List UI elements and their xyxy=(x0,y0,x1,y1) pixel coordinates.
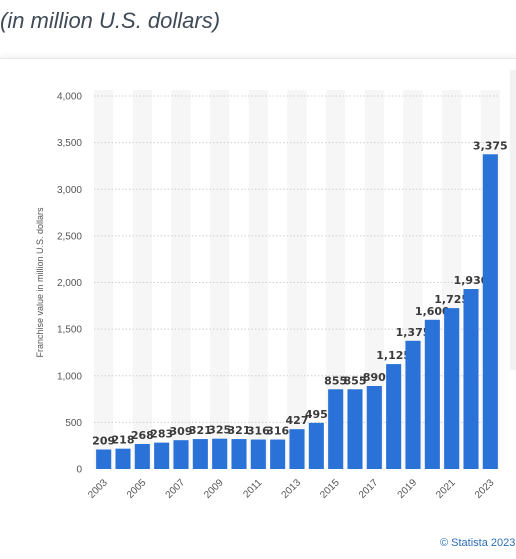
bar xyxy=(212,438,228,469)
bar xyxy=(308,422,324,469)
y-tick-label: 4,000 xyxy=(57,92,82,103)
bar xyxy=(96,449,112,469)
bar xyxy=(366,386,382,469)
bar xyxy=(154,442,170,469)
background-band xyxy=(171,90,191,469)
bar-value-label: 309 xyxy=(170,425,193,438)
bar-value-label: 1,930 xyxy=(454,274,489,287)
bar xyxy=(424,319,440,469)
y-tick-label: 2,000 xyxy=(57,278,82,289)
background-band xyxy=(210,90,230,469)
bar xyxy=(231,439,247,469)
bar xyxy=(482,154,498,469)
bar-value-label: 321 xyxy=(189,424,212,437)
bar xyxy=(405,340,421,469)
side-panel-edge xyxy=(510,70,516,370)
bar xyxy=(173,440,189,469)
bar-value-label: 321 xyxy=(228,424,251,437)
x-tick-label: 2017 xyxy=(357,477,381,501)
x-tick-label: 2007 xyxy=(164,477,188,501)
bar xyxy=(463,289,479,469)
bar-value-label: 855 xyxy=(344,374,367,387)
x-tick-label: 2009 xyxy=(202,477,226,501)
bar xyxy=(328,389,344,469)
bar-value-label: 427 xyxy=(286,414,309,427)
bar xyxy=(270,439,286,469)
bar-value-label: 3,375 xyxy=(473,139,508,152)
bar-value-label: 1,600 xyxy=(415,305,450,318)
background-band xyxy=(248,90,268,469)
bar-value-label: 316 xyxy=(266,425,289,438)
background-band xyxy=(326,90,346,469)
x-tick-label: 2019 xyxy=(396,477,420,501)
x-tick-label: 2015 xyxy=(318,477,342,501)
background-band xyxy=(94,90,114,469)
x-tick-label: 2023 xyxy=(473,477,497,501)
x-tick-label: 2021 xyxy=(434,477,458,501)
y-tick-label: 0 xyxy=(76,465,82,476)
background-band xyxy=(364,90,384,469)
bar-value-label: 283 xyxy=(150,428,173,441)
bar-value-label: 325 xyxy=(208,424,231,437)
bar-value-label: 316 xyxy=(247,425,270,438)
x-tick-label: 2005 xyxy=(125,477,149,501)
y-tick-label: 1,000 xyxy=(57,371,82,382)
y-tick-label: 500 xyxy=(65,418,82,429)
bar xyxy=(444,308,460,469)
y-tick-label: 2,500 xyxy=(57,231,82,242)
bar-value-label: 1,725 xyxy=(434,293,469,306)
background-band xyxy=(132,90,152,469)
bar xyxy=(134,444,150,469)
chart-subtitle: (in million U.S. dollars) xyxy=(0,8,221,33)
page-header: (in million U.S. dollars) xyxy=(0,0,516,56)
bar xyxy=(192,439,208,469)
bar-value-label: 218 xyxy=(112,434,135,447)
bar-value-label: 268 xyxy=(131,429,154,442)
y-tick-label: 3,500 xyxy=(57,138,82,149)
statista-credit[interactable]: © Statista 2023 xyxy=(440,537,516,549)
x-tick-label: 2013 xyxy=(280,477,304,501)
x-tick-label: 2011 xyxy=(241,477,264,500)
bar xyxy=(115,448,131,469)
bar xyxy=(347,389,363,469)
x-tick-label: 2003 xyxy=(86,477,110,501)
bar-value-label: 1,375 xyxy=(396,326,431,339)
bar-value-label: 209 xyxy=(92,435,115,448)
y-tick-label: 3,000 xyxy=(57,185,82,196)
bar-value-label: 495 xyxy=(305,408,328,421)
y-axis-label: Franchise value in million U.S. dollars xyxy=(35,207,45,358)
bar xyxy=(289,429,305,469)
background-band xyxy=(287,90,307,469)
bar xyxy=(386,364,402,469)
bar xyxy=(250,439,266,469)
bar-value-label: 1,125 xyxy=(376,349,411,362)
bar-value-label: 855 xyxy=(324,374,347,387)
bar-value-label: 890 xyxy=(363,371,386,384)
y-tick-label: 1,500 xyxy=(57,325,82,336)
